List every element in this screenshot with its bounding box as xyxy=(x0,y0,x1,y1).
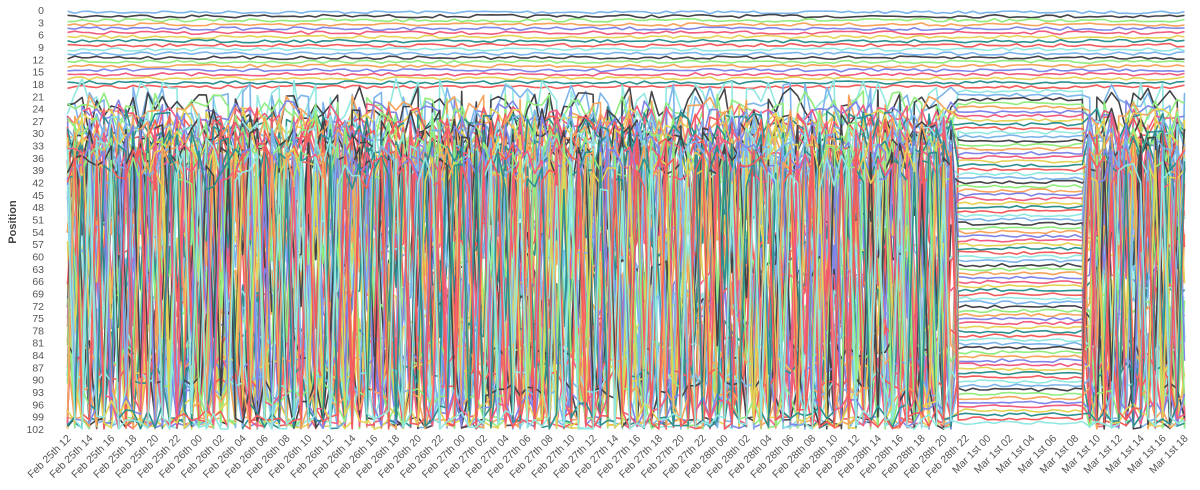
y-tick-label: 87 xyxy=(32,362,44,374)
y-tick-label: 81 xyxy=(32,338,44,350)
y-tick-label: 12 xyxy=(32,54,44,66)
y-tick-label: 0 xyxy=(38,5,44,17)
y-tick-label: 27 xyxy=(32,116,44,128)
y-tick-label: 75 xyxy=(32,313,44,325)
y-tick-label: 30 xyxy=(32,128,44,140)
y-tick-label: 48 xyxy=(32,202,44,214)
y-tick-label: 57 xyxy=(32,239,44,251)
series-line xyxy=(67,71,1185,77)
y-tick-label: 45 xyxy=(32,190,44,202)
y-tick-label: 18 xyxy=(32,79,44,91)
series-line xyxy=(67,22,1185,27)
series-line xyxy=(67,63,1185,69)
y-tick-label: 6 xyxy=(38,30,44,42)
y-tick-label: 93 xyxy=(32,387,44,399)
y-tick-label: 60 xyxy=(32,251,44,263)
y-tick-label: 84 xyxy=(32,350,44,362)
y-tick-label: 15 xyxy=(32,67,44,79)
y-tick-label: 102 xyxy=(26,424,44,436)
series-line xyxy=(67,51,1185,57)
y-tick-label: 54 xyxy=(32,227,44,239)
y-tick-label: 78 xyxy=(32,325,44,337)
series-line xyxy=(67,10,1185,15)
series-line xyxy=(67,13,1185,19)
y-axis: 0369121518212427303336394245485154576063… xyxy=(26,5,44,436)
y-tick-label: 33 xyxy=(32,141,44,153)
y-tick-label: 24 xyxy=(32,104,44,116)
y-tick-label: 96 xyxy=(32,399,44,411)
y-tick-label: 69 xyxy=(32,288,44,300)
y-tick-label: 51 xyxy=(32,215,44,227)
y-tick-label: 99 xyxy=(32,412,44,424)
series-line xyxy=(67,38,1185,44)
y-tick-label: 63 xyxy=(32,264,44,276)
series-line xyxy=(67,46,1185,52)
series-line xyxy=(66,142,1186,428)
series-line xyxy=(67,34,1185,40)
series-line xyxy=(67,55,1185,61)
series-line xyxy=(67,76,1185,81)
y-tick-label: 66 xyxy=(32,276,44,288)
series-line xyxy=(66,145,1186,430)
series-line xyxy=(67,17,1185,23)
series-line xyxy=(67,30,1185,36)
series-line xyxy=(67,80,1185,85)
series-line xyxy=(67,26,1185,32)
y-tick-label: 72 xyxy=(32,301,44,313)
series-line xyxy=(67,42,1185,48)
y-tick-label: 3 xyxy=(38,17,44,29)
series-line xyxy=(66,149,1186,430)
y-tick-label: 39 xyxy=(32,165,44,177)
series-line xyxy=(67,59,1185,65)
series-line xyxy=(66,150,1185,430)
series-line xyxy=(67,84,1185,90)
y-tick-label: 42 xyxy=(32,178,44,190)
y-tick-label: 9 xyxy=(38,42,44,54)
series-line xyxy=(67,67,1185,73)
y-axis-label: Position xyxy=(7,200,19,244)
series-layer xyxy=(66,10,1186,430)
y-tick-label: 36 xyxy=(32,153,44,165)
y-tick-label: 90 xyxy=(32,375,44,387)
y-tick-label: 21 xyxy=(32,91,44,103)
